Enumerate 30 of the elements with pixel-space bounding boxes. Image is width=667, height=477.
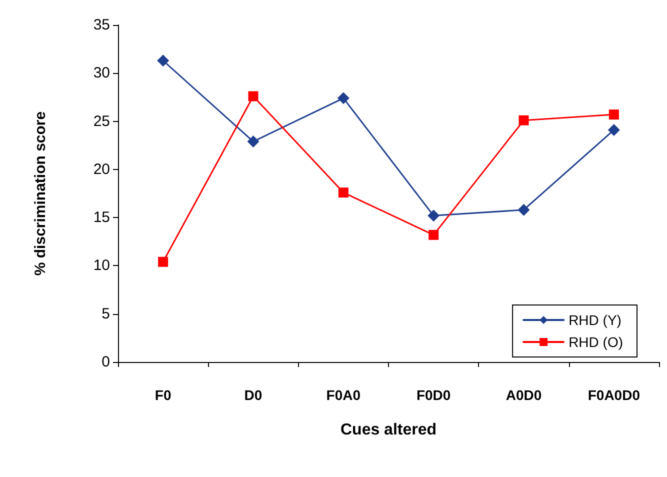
point — [248, 91, 258, 102]
point — [518, 115, 529, 126]
point — [608, 124, 620, 136]
point — [608, 110, 619, 120]
y-tick-label: 15 — [93, 209, 110, 226]
point — [337, 92, 350, 104]
y-tick-label: 20 — [93, 160, 110, 178]
y-tick-label: 25 — [93, 112, 110, 130]
point — [428, 210, 440, 222]
x-tick-label: A0D0 — [506, 387, 542, 403]
point — [428, 230, 439, 240]
y-axis-title: % discrimination score — [32, 111, 49, 276]
x-tick-label: F0D0 — [416, 387, 451, 403]
point — [338, 188, 348, 198]
y-tick-label: 5 — [102, 305, 110, 322]
y-tick-label: 10 — [93, 257, 110, 274]
legend-label: RHD (Y) — [568, 312, 622, 328]
y-tick-label: 30 — [93, 64, 110, 82]
x-tick-label: F0A0D0 — [588, 387, 640, 403]
x-tick-label: F0A0 — [326, 387, 361, 403]
x-tick-label: F0 — [154, 387, 172, 403]
point — [158, 256, 168, 267]
point — [247, 136, 260, 148]
x-tick-label: D0 — [244, 387, 262, 403]
point — [157, 54, 170, 67]
x-axis-title: Cues altered — [340, 422, 437, 438]
legend-label: RHD (O) — [568, 334, 624, 350]
y-tick-label: 35 — [93, 16, 110, 34]
point — [518, 204, 530, 216]
y-tick-label: 0 — [102, 354, 110, 370]
